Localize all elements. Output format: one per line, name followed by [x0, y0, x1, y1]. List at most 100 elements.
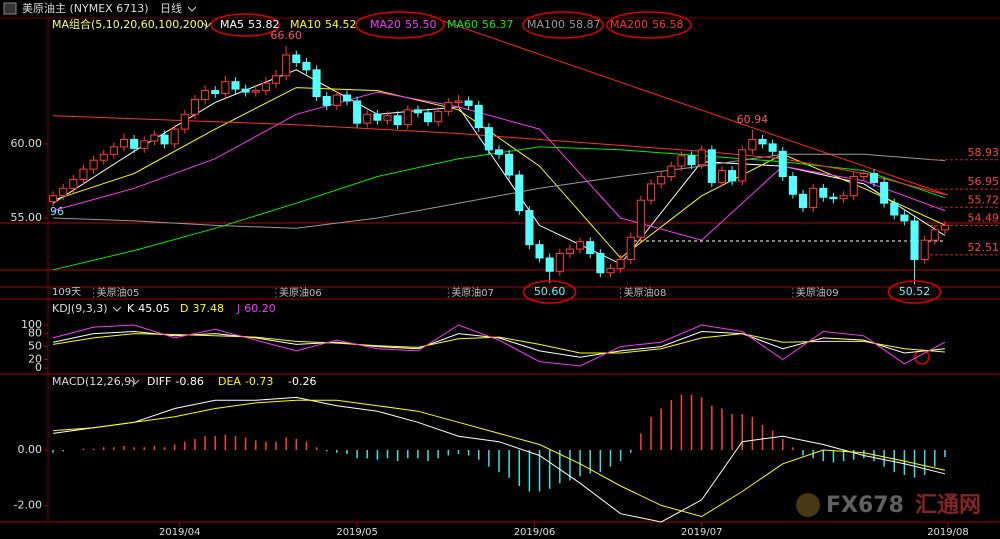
candle-body — [900, 214, 909, 222]
legend-name: K — [127, 302, 135, 315]
period-count: 109天 — [52, 287, 81, 298]
legend-value: 56.58 — [652, 18, 684, 31]
candle-body — [231, 81, 240, 90]
annotation: 50.60 — [534, 285, 566, 298]
candle-body — [160, 134, 169, 145]
candle-body — [119, 138, 129, 148]
candle-body — [484, 127, 493, 151]
candle-body — [353, 100, 362, 124]
legend-name: MA60 — [447, 18, 478, 31]
candle-body — [261, 82, 270, 92]
candle-body — [221, 81, 230, 95]
candle-body — [251, 90, 260, 93]
candle-body — [809, 187, 818, 209]
y-tick-label: 60.00 — [11, 137, 43, 150]
legend-value: 45.05 — [138, 302, 170, 315]
candle-body — [839, 195, 848, 200]
candle-body — [778, 150, 787, 177]
legend-arrow — [112, 306, 122, 312]
candle-body — [312, 69, 321, 98]
candle-body — [271, 75, 281, 84]
candle-body — [342, 94, 352, 102]
series-line — [53, 115, 946, 196]
highlight — [210, 13, 280, 37]
legend-name: MA20 — [370, 18, 401, 31]
legend-value: -0.73 — [245, 375, 273, 388]
menu-icon[interactable] — [3, 2, 17, 15]
candle-body — [109, 146, 118, 155]
candle-body — [474, 104, 483, 129]
month-label: 美原油09 — [796, 286, 839, 299]
level-label: 55.72 — [968, 193, 1000, 206]
candle-body — [565, 248, 574, 255]
candle-body — [555, 253, 564, 272]
candle-body — [180, 113, 189, 130]
candle-body — [626, 236, 635, 260]
candle-body — [738, 149, 747, 182]
candle-body — [241, 88, 250, 93]
candle-body — [586, 241, 595, 255]
series-line — [53, 399, 946, 518]
candle-body — [190, 98, 200, 115]
candle-body — [434, 110, 443, 123]
candle-body — [667, 165, 676, 177]
candle-body — [819, 187, 828, 198]
legend-arrow — [202, 22, 212, 28]
candle-body — [494, 149, 504, 155]
candle-body — [424, 112, 433, 123]
level-label: 54.49 — [968, 212, 1000, 225]
legend-name: MA10 — [290, 18, 321, 31]
candle-body — [79, 168, 88, 180]
candle-body — [748, 138, 757, 151]
legend-value: 37.48 — [192, 302, 224, 315]
month-label: 美原油06 — [279, 286, 322, 299]
candle-body — [413, 109, 422, 114]
candle-body — [869, 173, 879, 183]
candle-body — [707, 149, 716, 183]
candle-body — [49, 195, 58, 203]
candle-body — [383, 115, 392, 121]
candle-body — [464, 100, 473, 106]
period-arrow[interactable] — [187, 6, 197, 12]
candle-body — [687, 155, 696, 166]
highlight — [522, 280, 577, 304]
x-tick-label: 2019/08 — [927, 527, 969, 538]
candle-body — [849, 175, 858, 197]
candle-body — [89, 159, 98, 170]
candle-body — [505, 153, 514, 176]
candle-body — [535, 244, 544, 259]
annotation: 50.52 — [899, 285, 931, 298]
legend-value: 56.37 — [482, 18, 514, 31]
candle-body — [657, 175, 666, 185]
y-tick-label: 50 — [28, 340, 42, 353]
candle-body — [454, 100, 463, 103]
instrument-title: 美原油主 (NYMEX 6713) — [22, 1, 149, 15]
candle-body — [170, 128, 179, 145]
candle-body — [99, 153, 108, 161]
candle-body — [332, 94, 341, 106]
pane-title: MACD(12,26,9) — [52, 375, 136, 388]
candle-body — [59, 187, 68, 197]
legend-title: MA组合(5,10,20,60,100,200) — [52, 17, 208, 31]
candle-body — [636, 199, 645, 238]
legend-name: MA100 — [527, 18, 565, 31]
legend-value: 55.50 — [405, 18, 437, 31]
candle-body — [910, 220, 919, 260]
candle-body — [302, 61, 311, 71]
candle-body — [282, 54, 291, 77]
x-tick-label: 2019/07 — [681, 527, 723, 538]
candle-body — [515, 174, 524, 212]
watermark-name: 汇通网 — [915, 493, 981, 518]
watermark-brand: FX678 — [826, 493, 904, 518]
x-tick-label: 2019/06 — [514, 527, 556, 538]
candle-body — [403, 109, 412, 126]
series-line — [53, 333, 945, 354]
period[interactable]: 日线 — [160, 1, 182, 15]
candle-body — [363, 113, 372, 124]
annotation: 66.60 — [270, 29, 302, 42]
highlight — [522, 11, 604, 39]
highlight — [355, 11, 445, 39]
y-tick-label: 0.00 — [18, 443, 43, 456]
legend-name: D — [180, 302, 188, 315]
